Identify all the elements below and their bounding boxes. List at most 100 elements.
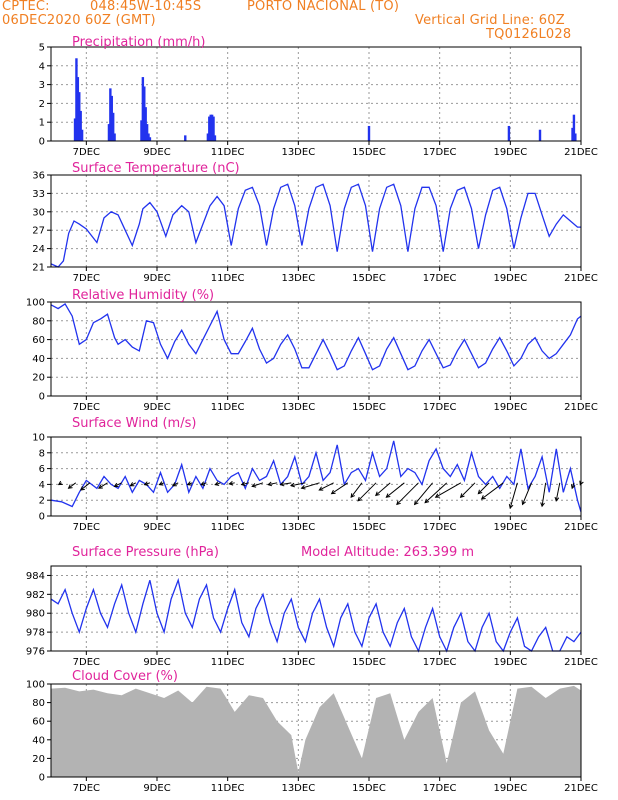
precip-bar <box>107 124 111 141</box>
wind-arrow <box>280 482 292 486</box>
precip-bar <box>144 107 147 141</box>
x-tick-label: 9DEC <box>143 522 170 533</box>
wind-arrowhead <box>480 495 486 500</box>
x-tick-label: 19DEC <box>493 402 527 413</box>
x-tick-label: 17DEC <box>423 657 457 668</box>
wind-arrowhead <box>98 484 103 489</box>
y-tick-label: 60 <box>32 717 45 728</box>
y-tick-label: 80 <box>32 316 45 327</box>
panel-6: 0 20 40 60 80 100 7DEC 9DEC 11DEC 13DEC 15DEC 17DEC… <box>26 669 598 794</box>
x-tick-label: 11DEC <box>211 273 245 284</box>
precip-bar <box>210 114 214 141</box>
y-tick-label: 40 <box>32 354 45 365</box>
y-tick-label: 100 <box>26 298 45 309</box>
wind-arrowhead <box>240 481 246 487</box>
plot-frame <box>50 683 582 778</box>
x-tick-label: 15DEC <box>352 657 386 668</box>
wind-arrowhead <box>477 489 483 495</box>
wind-arrowhead <box>186 481 192 486</box>
x-tick-label: 9DEC <box>143 147 170 158</box>
wind-arrowhead <box>434 493 440 498</box>
x-tick-label: 19DEC <box>493 273 527 284</box>
wind-arrowhead <box>289 482 295 488</box>
x-tick-label: 19DEC <box>493 657 527 668</box>
wind-arrowhead <box>67 484 73 489</box>
wind-arrowhead <box>385 493 391 498</box>
wind-arrowhead <box>251 483 257 488</box>
x-tick-label: 19DEC <box>493 522 527 533</box>
plot-frame <box>50 436 582 517</box>
wind-arrow <box>424 482 448 503</box>
precip-bar <box>140 120 143 141</box>
precip-bar <box>80 129 84 141</box>
y-tick-label: 5 <box>39 43 45 54</box>
model-run-label: 06DEC2020 60Z (GMT) <box>2 13 156 28</box>
wind-arrowhead <box>318 486 324 491</box>
y-tick-label: 27 <box>32 226 45 237</box>
y-tick-label: 0 <box>39 392 45 403</box>
wind-arrowhead <box>113 482 119 488</box>
source-label: CPTEC: <box>2 0 50 14</box>
precip-bar <box>109 88 112 141</box>
wind-arrowhead <box>508 504 514 510</box>
plot-frame <box>50 565 582 652</box>
panel-title: Cloud Cover (%) <box>72 669 178 684</box>
wind-arrow <box>477 482 490 494</box>
y-tick-label: 60 <box>32 335 45 346</box>
grid-note-label: Vertical Grid Line: 60Z <box>415 13 565 28</box>
wind-arrowhead <box>279 481 285 487</box>
wind-arrow <box>357 482 377 502</box>
x-tick-label: 21DEC <box>564 273 598 284</box>
x-tick-label: 19DEC <box>493 783 527 794</box>
wind-arrowhead <box>357 496 363 502</box>
wind-arrowhead <box>267 481 273 487</box>
x-tick-label: 9DEC <box>143 783 170 794</box>
cloud-cover-area <box>51 685 581 777</box>
x-tick-label: 21DEC <box>564 522 598 533</box>
precip-bar <box>184 135 187 141</box>
y-tick-label: 0 <box>39 512 45 523</box>
wind-arrowhead <box>459 493 465 498</box>
wind-arrowhead <box>158 481 164 486</box>
y-tick-label: 4 <box>39 480 45 491</box>
wind-arrowhead <box>350 493 355 499</box>
wind-arrow <box>114 482 122 487</box>
wind-arrow <box>509 482 518 509</box>
wind-arrow <box>555 482 561 501</box>
series-line <box>50 577 582 653</box>
x-tick-label: 13DEC <box>281 147 315 158</box>
wind-arrowhead <box>424 498 430 504</box>
x-tick-label: 9DEC <box>143 273 170 284</box>
wind-arrowhead <box>413 500 419 506</box>
y-tick-label: 2 <box>39 99 45 110</box>
y-tick-label: 6 <box>39 464 45 475</box>
wind-arrow <box>435 482 462 498</box>
panel-2: 21 24 27 30 33 36 7DEC 9DEC 11DEC 13DEC 15DEC 17DEC… <box>32 161 598 284</box>
x-tick-label: 15DEC <box>352 402 386 413</box>
series-line <box>50 302 582 371</box>
precip-bar <box>76 77 80 141</box>
y-tick-label: 33 <box>32 189 45 200</box>
precip-bar <box>206 133 210 141</box>
panel-1: 0 1 2 3 4 5 7DEC 9DEC 11DEC 13DEC 15DEC 17DEC 19DEC 2… <box>39 35 598 158</box>
y-tick-label: 0 <box>39 137 45 148</box>
x-tick-label: 9DEC <box>143 657 170 668</box>
wind-arrowhead <box>375 491 380 497</box>
precip-bar <box>572 114 576 141</box>
y-tick-label: 21 <box>32 263 45 274</box>
precip-bar <box>507 125 511 141</box>
wind-arrowhead <box>80 486 85 491</box>
wind-arrow <box>331 482 349 495</box>
model-altitude-label: Model Altitude: 263.399 m <box>301 545 474 560</box>
x-tick-label: 7DEC <box>73 147 100 158</box>
wind-arrow <box>541 482 547 507</box>
wind-arrow <box>319 482 334 491</box>
precip-bar <box>538 129 542 141</box>
x-tick-label: 15DEC <box>352 273 386 284</box>
wind-arrow <box>290 482 306 487</box>
x-tick-label: 17DEC <box>423 783 457 794</box>
precip-bar <box>208 116 211 141</box>
precip-bar <box>574 133 577 141</box>
wind-arrowhead <box>57 480 63 486</box>
precip-bar <box>209 114 212 141</box>
